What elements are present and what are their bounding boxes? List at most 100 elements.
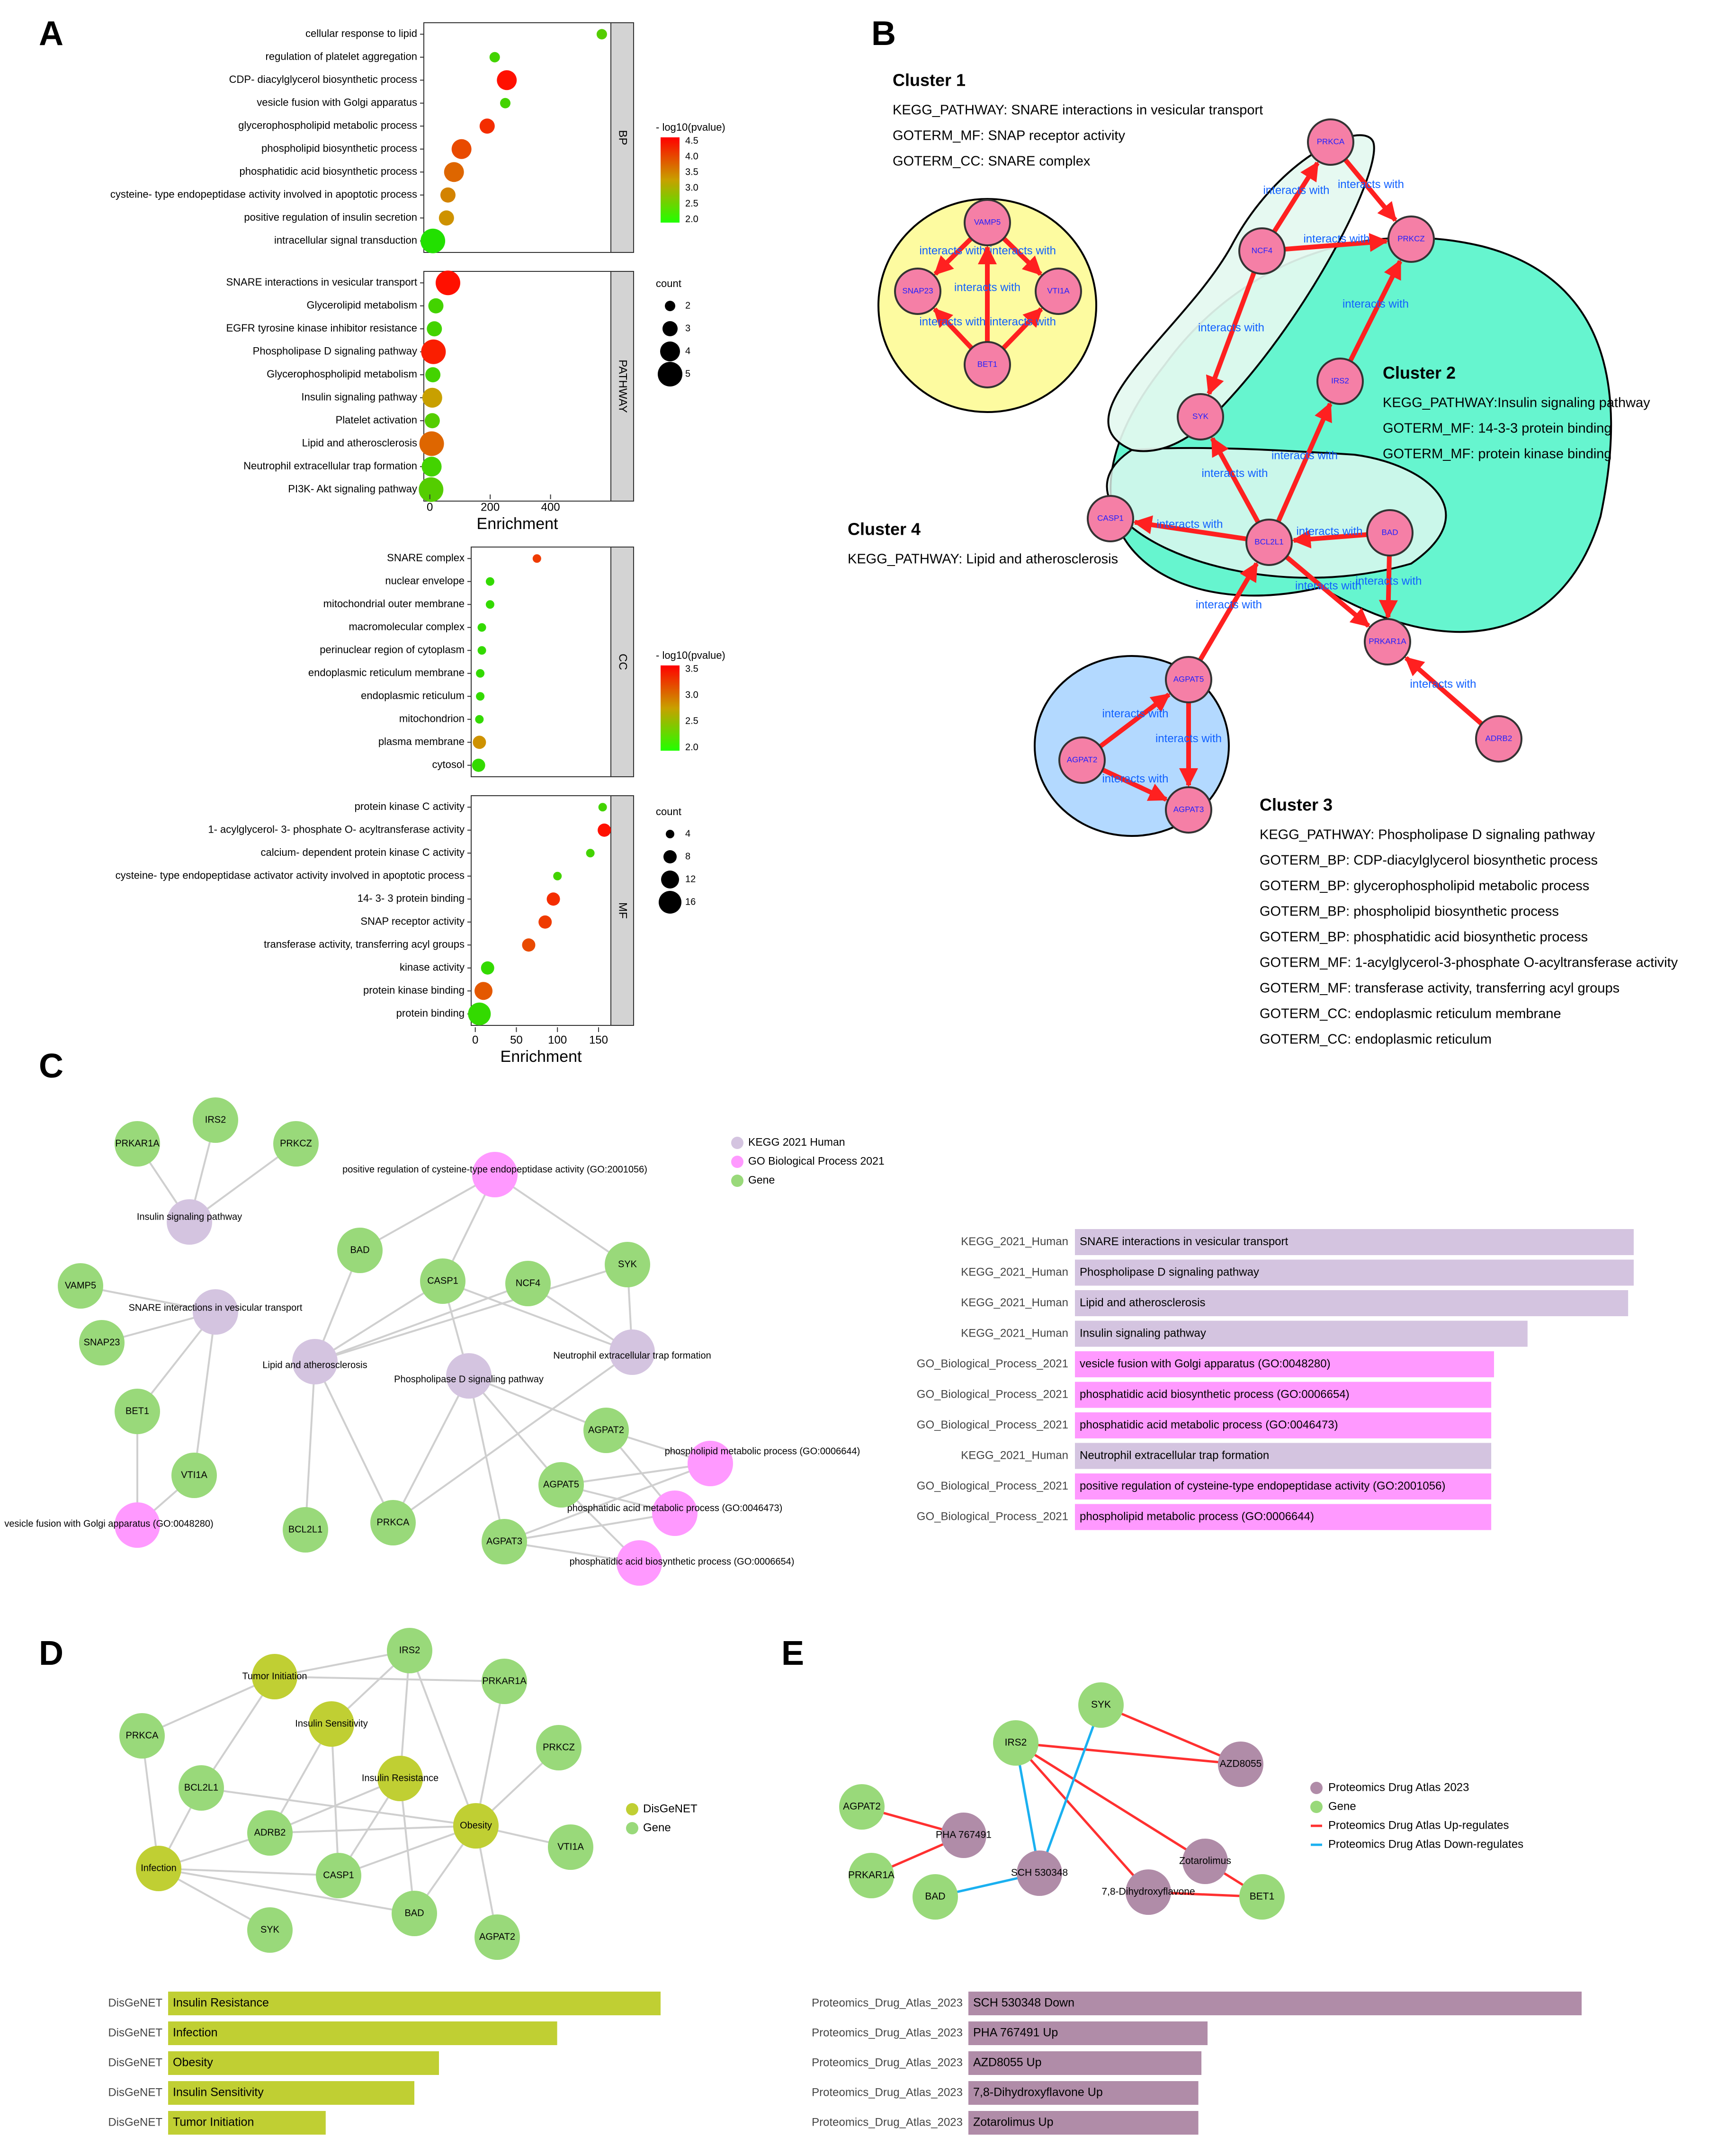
gene-node-label: PRKAR1A [848, 1870, 895, 1881]
edge-label: interacts with [1296, 525, 1362, 538]
bar-Phospholipase D signaling pathway [1075, 1259, 1634, 1286]
network-edge [561, 1463, 711, 1486]
dot-vesicle fusion with Golgi apparatus [500, 98, 511, 108]
network-edge [274, 1676, 505, 1682]
legend-swatch [626, 1822, 638, 1834]
edge-label: interacts with [1196, 598, 1262, 611]
legend-count-dot [659, 891, 681, 914]
dot-perinuclear region of cytoplasm [477, 646, 486, 655]
legend-colorbar-tick: 2.0 [685, 214, 698, 224]
drug-node [1126, 1869, 1171, 1915]
disease-node [252, 1654, 297, 1699]
bar-library-label: DisGeNET [108, 1996, 162, 2009]
gene-node-BAD [337, 1228, 383, 1273]
legend-label: KEGG 2021 Human [748, 1136, 845, 1148]
network-edge [1015, 1742, 1241, 1766]
gene-node-AGPAT3 [482, 1519, 527, 1564]
edge-AGPAT5-BCL2L1 [1198, 562, 1259, 662]
dot-Glycerolipid metabolism [428, 298, 444, 314]
network-edge [314, 1283, 528, 1363]
gene-node-label: PRKCZ [280, 1138, 312, 1149]
network-edge [504, 1512, 675, 1543]
panel-letter-d: D [39, 1634, 63, 1672]
y-tick-label: Platelet activation [336, 414, 417, 426]
y-tick-label: plasma membrane [378, 736, 465, 747]
edge-BET1-SNAP23 [933, 307, 974, 350]
gene-node-label: BET1 [125, 1406, 149, 1416]
term-node [472, 1152, 518, 1197]
node-CASP1 [1087, 495, 1134, 542]
node-label: IRS2 [1331, 376, 1349, 385]
legend-count-dot [663, 850, 677, 863]
bar-Obesity [168, 2051, 439, 2075]
gene-node-label: PRKCA [126, 1730, 159, 1741]
gene-node-label: ADRB2 [254, 1827, 286, 1838]
y-tick-label: transferase activity, transferring acyl … [264, 938, 465, 950]
y-tick-label: regulation of platelet aggregation [266, 51, 417, 63]
dot-cellular response to lipid [596, 29, 607, 40]
y-tick-label: Glycerophospholipid metabolism [267, 368, 417, 380]
bar-library-label: DisGeNET [108, 2116, 162, 2128]
dot-transferase activity, transferring acyl groups [522, 938, 536, 952]
y-tick-label: mitochondrial outer membrane [323, 598, 465, 610]
gene-node-NCF4 [505, 1261, 551, 1306]
node-label: AGPAT5 [1173, 674, 1204, 683]
gene-node-label: PRKAR1A [482, 1676, 527, 1686]
edge-label: interacts with [1295, 579, 1361, 592]
network-edge [338, 1825, 476, 1877]
facet-strip-PATHWAY [610, 271, 634, 502]
legend-label: DisGeNET [643, 1802, 698, 1815]
y-tick-label: calcium- dependent protein kinase C acti… [261, 846, 465, 858]
term-node-label: phospholipid metabolic process (GO:00066… [665, 1446, 860, 1456]
dot-nuclear envelope [485, 577, 494, 586]
bar-term-label: PHA 767491 Up [973, 2026, 1058, 2039]
term-node-label: Lipid and atherosclerosis [262, 1360, 367, 1370]
bar-Insulin Resistance [168, 1992, 661, 2015]
cluster-title: Cluster 4 [848, 520, 921, 539]
gene-node-label: VTI1A [181, 1470, 207, 1480]
y-tick-label: Neutrophil extracellular trap formation [243, 460, 417, 472]
gene-node-label: BAD [925, 1891, 945, 1902]
legend-swatch [626, 1803, 638, 1815]
network-edge [158, 1868, 339, 1877]
bar-library-label: Proteomics_Drug_Atlas_2023 [812, 1996, 963, 2009]
y-tick-label: kinase activity [400, 961, 465, 973]
network-edge [392, 1351, 633, 1524]
x-axis-title: Enrichment [477, 515, 559, 533]
gene-node-PRKCA [119, 1713, 165, 1759]
gene-node-label: AGPAT2 [479, 1931, 515, 1942]
legend-colorbar-tick: 3.0 [685, 690, 698, 700]
y-tick-label: Insulin signaling pathway [301, 391, 417, 403]
gene-node-label: SNAP23 [84, 1337, 120, 1347]
disease-node-label: Infection [141, 1863, 177, 1873]
dot-intracellular signal transduction [421, 228, 446, 253]
facet-strip-label: MF [617, 902, 629, 919]
dot-Glycerophospholipid metabolism [425, 367, 441, 383]
edge-label: interacts with [1355, 575, 1422, 587]
dot-Platelet activation [424, 413, 440, 429]
node-label: PRKCZ [1397, 234, 1425, 243]
edge-NCF4-PRKCZ [1284, 233, 1389, 252]
gene-node-label: CASP1 [323, 1870, 354, 1880]
facet-strip-label: BP [617, 130, 629, 145]
cluster-annotation: GOTERM_MF: SNAP receptor activity [893, 128, 1125, 144]
network-edge [1015, 1742, 1206, 1863]
gene-node-label: NCF4 [516, 1278, 540, 1288]
y-tick-label: vesicle fusion with Golgi apparatus [257, 97, 417, 108]
bar-term-label: Zotarolimus Up [973, 2116, 1054, 2129]
gene-node-label: AGPAT3 [486, 1536, 522, 1546]
disease-node [309, 1701, 354, 1747]
cluster-annotation: GOTERM_BP: phospholipid biosynthetic pro… [1260, 904, 1559, 919]
cluster-title: Cluster 1 [893, 71, 966, 90]
disease-node-label: Obesity [460, 1820, 492, 1831]
gene-node-VTI1A [171, 1453, 217, 1498]
bar-library-label: DisGeNET [108, 2086, 162, 2099]
bar-7,8-Dihydroxyflavone Up [968, 2081, 1199, 2105]
panel-letter-a: A [39, 15, 63, 53]
dot-kinase activity [481, 961, 494, 975]
term-node [292, 1339, 338, 1384]
bar-term-label: phosphatidic acid metabolic process (GO:… [1080, 1419, 1338, 1431]
y-tick-label: Glycerolipid metabolism [306, 299, 417, 311]
bar-library-label: GO_Biological_Process_2021 [917, 1357, 1068, 1370]
node-AGPAT3 [1165, 786, 1212, 834]
